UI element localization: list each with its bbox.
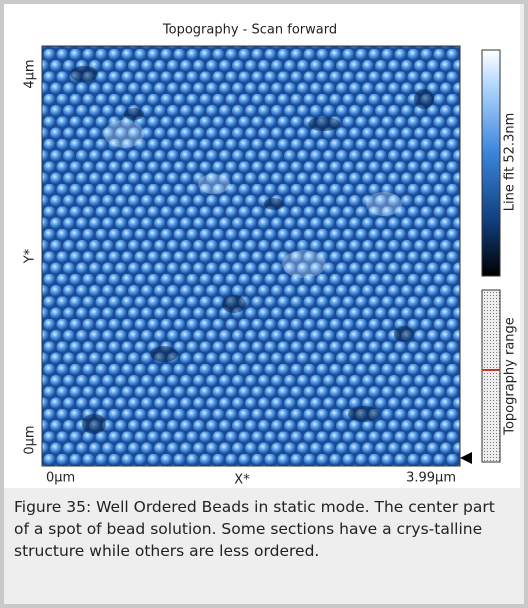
title: Topography - Scan forward [162,23,337,38]
afm-image [41,45,461,467]
y-bottom-label: 0µm [23,425,38,454]
range-bar [481,289,501,463]
colorbar [481,49,501,277]
colorbar-label: Line fit 52.3nm [503,113,518,212]
figure: Topography - Scan forward 4µm Y* 0µm 0µm… [4,4,520,488]
x-axis-label: X* [234,473,250,488]
x-right-label: 3.99µm [406,471,456,486]
y-top-label: 4µm [23,59,38,88]
caption: Figure 35: Well Ordered Beads in static … [14,498,495,560]
y-axis-label: Y* [23,248,38,264]
x-left-label: 0µm [46,471,75,486]
range-label: Topography range [503,317,518,436]
range-arrow [460,452,472,464]
